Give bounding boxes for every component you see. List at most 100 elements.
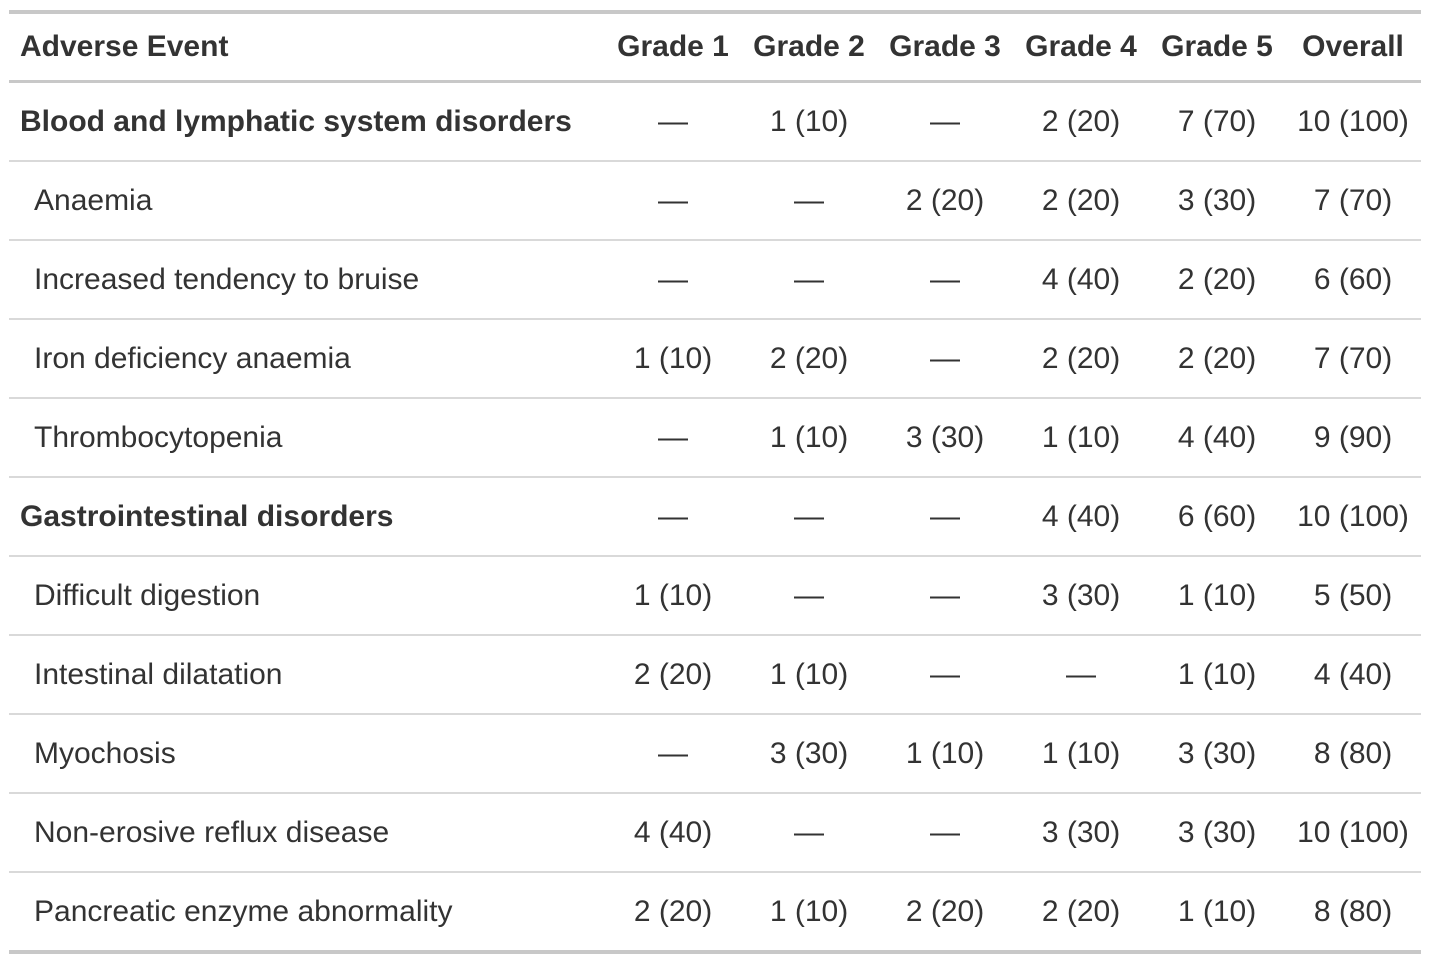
cell-value: 4 (40) <box>1013 239 1149 319</box>
cell-value: 6 (60) <box>1149 476 1285 556</box>
cell-value: 2 (20) <box>877 160 1013 240</box>
cell-value: 3 (30) <box>1013 792 1149 872</box>
row-label: Pancreatic enzyme abnormality <box>9 871 605 952</box>
cell-value: — <box>658 104 688 138</box>
row-label: Gastrointestinal disorders <box>9 476 605 556</box>
cell-value: 3 (30) <box>1149 160 1285 240</box>
cell-value: — <box>877 476 1013 556</box>
adverse-events-table: Adverse Event Grade 1 Grade 2 Grade 3 Gr… <box>9 10 1421 954</box>
cell-value: 1 (10) <box>1013 397 1149 477</box>
cell-value: 1 (10) <box>605 318 741 398</box>
cell-value: 9 (90) <box>1285 397 1421 477</box>
cell-value: 1 (10) <box>877 713 1013 793</box>
cell-value: — <box>605 239 741 319</box>
cell-value: 1 (10) <box>741 871 877 952</box>
cell-value: — <box>741 555 877 635</box>
cell-value: — <box>605 713 741 793</box>
cell-value: 8 (80) <box>1285 871 1421 952</box>
column-header-grade-3: Grade 3 <box>877 12 1013 83</box>
column-header-grade-1: Grade 1 <box>605 12 741 83</box>
cell-value: — <box>741 792 877 872</box>
row-label: Difficult digestion <box>9 555 605 635</box>
column-header-grade-5: Grade 5 <box>1149 12 1285 83</box>
column-header-grade-2: Grade 2 <box>741 12 877 83</box>
cell-value: 1 (10) <box>1149 555 1285 635</box>
cell-value: — <box>877 634 1013 714</box>
cell-value: — <box>877 318 1013 398</box>
row-label: Intestinal dilatation <box>9 634 605 714</box>
row-label: Blood and lymphatic system disorders <box>20 104 572 138</box>
cell-value: 1 (10) <box>1013 713 1149 793</box>
cell-value: 3 (30) <box>877 397 1013 477</box>
row-label: Anaemia <box>9 160 605 240</box>
cell-value: 4 (40) <box>1013 476 1149 556</box>
table-row: Gastrointestinal disorders — — —4 (40) 6 (60… <box>9 476 1421 556</box>
cell-value: 1 (10) <box>1149 871 1285 952</box>
cell-value: 1 (10) <box>769 104 849 138</box>
table-body: Blood and lymphatic system disorders —1 (… <box>9 82 1421 952</box>
column-header-overall: Overall <box>1285 12 1421 83</box>
cell-value: 7 (70) <box>1285 160 1421 240</box>
cell-value: 2 (20) <box>877 871 1013 952</box>
cell-value: 10 (100) <box>1285 792 1421 872</box>
cell-value: 3 (30) <box>741 713 877 793</box>
table-row: Pancreatic enzyme abnormality 2 (20) 1 (10… <box>9 871 1421 952</box>
cell-value: 10 (100) <box>1297 104 1409 138</box>
row-label: Thrombocytopenia <box>9 397 605 477</box>
data-table: Adverse Event Grade 1 Grade 2 Grade 3 Gr… <box>9 10 1421 954</box>
table-row: Increased tendency to bruise — — —4 (40) 2 (… <box>9 239 1421 319</box>
table-row: Difficult digestion 1 (10) — —3 (30) 1 (10) 5… <box>9 555 1421 635</box>
cell-value: 3 (30) <box>1013 555 1149 635</box>
cell-value: 3 (30) <box>1149 713 1285 793</box>
cell-value: 1 (10) <box>1149 634 1285 714</box>
cell-value: 2 (20) <box>605 871 741 952</box>
table-row: Blood and lymphatic system disorders — 1 (… <box>9 82 1421 162</box>
row-label: Iron deficiency anaemia <box>9 318 605 398</box>
cell-value: — <box>605 160 741 240</box>
cell-value: 8 (80) <box>1285 713 1421 793</box>
cell-value: 2 (20) <box>1013 318 1149 398</box>
cell-value: 1 (10) <box>741 634 877 714</box>
table-row: Thrombocytopenia —1 (10) 3 (30) 1 (10) 4 (40… <box>9 397 1421 477</box>
cell-value: 1 (10) <box>741 397 877 477</box>
cell-value: — <box>877 555 1013 635</box>
table-row: Intestinal dilatation 2 (20) 1 (10) — —1 (10… <box>9 634 1421 714</box>
cell-value: 2 (20) <box>741 318 877 398</box>
cell-value: 4 (40) <box>1149 397 1285 477</box>
cell-value: — <box>930 104 960 138</box>
row-label: Myochosis <box>9 713 605 793</box>
column-header-grade-4: Grade 4 <box>1013 12 1149 83</box>
cell-value: 7 (70) <box>1285 318 1421 398</box>
table-row: Myochosis —3 (30) 1 (10) 1 (10) 3 (30) 8 (80) <box>9 713 1421 793</box>
cell-value: 2 (20) <box>1149 318 1285 398</box>
cell-value: 2 (20) <box>605 634 741 714</box>
cell-value: — <box>605 397 741 477</box>
cell-value: 4 (40) <box>1285 634 1421 714</box>
cell-value: 2 (20) <box>1149 239 1285 319</box>
cell-value: 2 (20) <box>1041 104 1121 138</box>
cell-value: — <box>877 792 1013 872</box>
table-row: Anaemia — —2 (20) 2 (20) 3 (30) 7 (70) <box>9 160 1421 240</box>
cell-value: 2 (20) <box>1013 871 1149 952</box>
table-row: Non-erosive reflux disease 4 (40) — —3 (30)… <box>9 792 1421 872</box>
cell-value: 7 (70) <box>1177 104 1257 138</box>
cell-value: 6 (60) <box>1285 239 1421 319</box>
cell-value: 2 (20) <box>1013 160 1149 240</box>
cell-value: 10 (100) <box>1285 476 1421 556</box>
cell-value: — <box>605 476 741 556</box>
cell-value: 3 (30) <box>1149 792 1285 872</box>
table-row: Iron deficiency anaemia 1 (10) 2 (20) —2 (2… <box>9 318 1421 398</box>
cell-value: — <box>1013 634 1149 714</box>
header-row: Adverse Event Grade 1 Grade 2 Grade 3 Gr… <box>9 12 1421 83</box>
cell-value: 4 (40) <box>605 792 741 872</box>
column-header-adverse-event: Adverse Event <box>9 12 605 83</box>
row-label: Non-erosive reflux disease <box>9 792 605 872</box>
cell-value: — <box>741 476 877 556</box>
cell-value: 5 (50) <box>1285 555 1421 635</box>
row-label: Increased tendency to bruise <box>9 239 605 319</box>
cell-value: 1 (10) <box>605 555 741 635</box>
cell-value: — <box>741 160 877 240</box>
cell-value: — <box>741 239 877 319</box>
cell-value: — <box>877 239 1013 319</box>
